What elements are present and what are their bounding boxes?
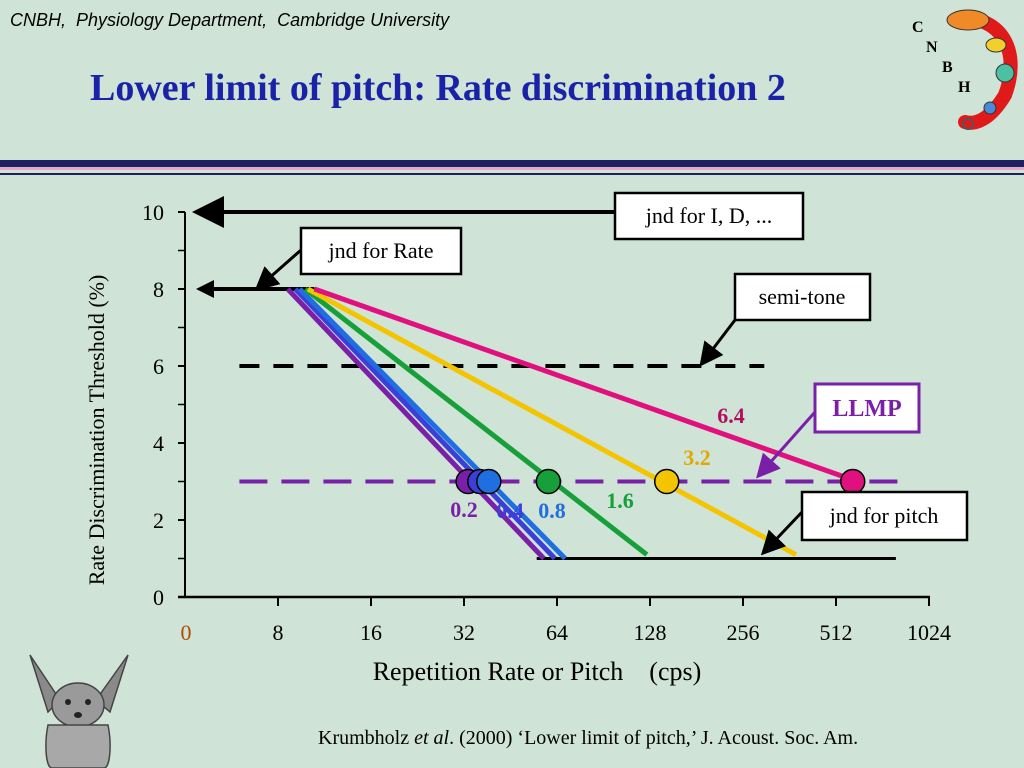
y-tick-label: 4 — [153, 431, 164, 456]
annotation-jnd-pitch: jnd for pitch — [800, 490, 969, 542]
y-tick-label: 8 — [153, 277, 164, 302]
arrow-llmp — [756, 411, 817, 479]
marker-3-2 — [653, 468, 680, 495]
series-markers — [455, 468, 866, 495]
arrow-semitone — [699, 319, 737, 367]
marker-6-4 — [839, 468, 866, 495]
arrow-jnd-rate — [254, 248, 302, 291]
header-rule-pink — [0, 167, 1024, 170]
jnd-rate-arrowhead — [196, 280, 214, 298]
series-label-0-4: 0.4 — [496, 498, 524, 523]
series-label-0-2: 0.2 — [450, 497, 478, 522]
y-ticks: 0 2 4 6 8 10 — [142, 200, 185, 610]
annotation-semitone-text: semi-tone — [759, 284, 846, 309]
y-tick-label: 0 — [153, 585, 164, 610]
marker-0-8 — [476, 468, 502, 495]
series-line-1-6 — [303, 287, 649, 557]
marker-1-6 — [535, 468, 562, 495]
x-tick-label: 16 — [360, 620, 382, 645]
y-tick-label: 10 — [142, 200, 164, 225]
x-tick-label: 64 — [546, 620, 568, 645]
y-tick-label: 6 — [153, 354, 164, 379]
series-label-1-6: 1.6 — [606, 488, 634, 513]
annotation-llmp-text: LLMP — [832, 396, 901, 422]
header-rule-thin — [0, 173, 1024, 175]
annotation-llmp: LLMP — [813, 382, 921, 434]
arrow-jnd-pitch — [760, 510, 804, 556]
y-axis-title: Rate Discrimination Threshold (%) — [84, 275, 109, 586]
annotation-jnd-rate: jnd for Rate — [299, 226, 463, 276]
annotation-semitone: semi-tone — [733, 272, 872, 322]
annotation-jnd-rate-text: jnd for Rate — [327, 238, 433, 263]
logo-blob-orange — [946, 9, 990, 31]
header-rule-dark — [0, 160, 1024, 167]
logo-blob-teal — [995, 63, 1015, 83]
annotation-jnd-id: jnd for I, D, ... — [613, 191, 805, 241]
logo-blob-blue — [983, 101, 997, 115]
x-tick-label: 8 — [273, 620, 284, 645]
x-origin-label: 0 — [181, 620, 192, 645]
series-line-0-4 — [293, 287, 557, 561]
slide-title: Lower limit of pitch: Rate discriminatio… — [90, 67, 786, 109]
citation: Krumbholz et al. (2000) ‘Lower limit of … — [318, 727, 858, 750]
citation-etal: et al — [414, 727, 450, 749]
series-line-0-8 — [297, 287, 567, 561]
series-line-0-2 — [285, 287, 546, 561]
series-lines — [285, 286, 859, 561]
series-label-3-2: 3.2 — [683, 445, 711, 470]
logo-spiral — [962, 118, 974, 130]
logo-letter-h: H — [958, 79, 971, 96]
x-tick-label: 128 — [634, 620, 667, 645]
x-tick-label: 1024 — [907, 620, 951, 645]
annotation-jnd-id-text: jnd for I, D, ... — [645, 203, 772, 228]
x-axis-title: Repetition Rate or Pitch (cps) — [373, 657, 702, 686]
fox-picture — [20, 650, 132, 768]
series-labels: 6.43.2 1.6 0.8 0.4 0.2 — [450, 403, 745, 523]
series-line-3-2 — [306, 286, 798, 557]
logo-letter-c: C — [912, 19, 924, 36]
logo-letter-b: B — [942, 59, 953, 76]
logo-blob-yellow — [985, 37, 1007, 53]
series-line-6-4 — [313, 286, 859, 484]
department-header: CNBH, Physiology Department, Cambridge U… — [10, 10, 450, 30]
x-tick-label: 32 — [453, 620, 475, 645]
x-ticks: 8 16 32 64 128 256 512 1024 — [273, 597, 951, 645]
logo-arc — [958, 11, 1018, 130]
series-label-0-8: 0.8 — [538, 498, 566, 523]
logo-letter-n: N — [926, 39, 938, 56]
citation-rest: . (2000) ‘Lower limit of pitch,’ J. Acou… — [449, 727, 859, 749]
series-label-6-4: 6.4 — [717, 403, 745, 428]
cnbh-logo: C N B H — [912, 9, 1018, 130]
annotation-jnd-pitch-text: jnd for pitch — [829, 503, 939, 528]
y-tick-label: 2 — [153, 508, 164, 533]
x-tick-label: 256 — [727, 620, 760, 645]
citation-author: Krumbholz — [318, 727, 415, 749]
x-tick-label: 512 — [820, 620, 853, 645]
